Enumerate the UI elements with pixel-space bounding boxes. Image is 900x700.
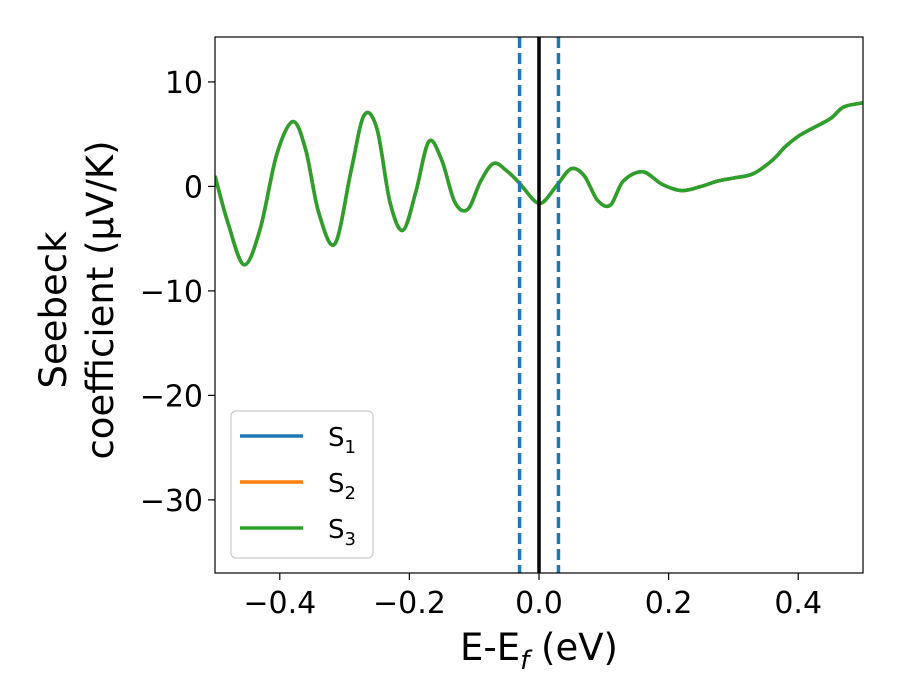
- series-line-s3: [215, 101, 863, 267]
- axis-ticks: −0.4 −0.2 0.0 0.2 0.4 10 0 −10 −20 −30: [140, 66, 822, 621]
- x-tick-label: −0.2: [373, 586, 446, 621]
- y-tick-label: 0: [184, 170, 203, 205]
- y-tick-label: −10: [140, 275, 203, 310]
- legend-label-s1: S1: [328, 423, 356, 458]
- legend: S1 S2 S3: [230, 410, 374, 559]
- y-tick-label: 10: [165, 66, 203, 101]
- y-axis-label-line2: coefficient (μV/K): [79, 140, 122, 459]
- legend-box: [230, 410, 374, 559]
- x-tick-label: 0.0: [515, 586, 563, 621]
- x-axis-label: E-Ef (eV): [460, 626, 618, 676]
- legend-label-s2: S2: [328, 469, 356, 504]
- x-tick-label: 0.4: [774, 586, 822, 621]
- x-tick-label: 0.2: [645, 586, 693, 621]
- plot-area: [215, 37, 863, 573]
- legend-label-s3: S3: [328, 515, 356, 550]
- y-axis-label-line1: Seebeck: [32, 231, 75, 389]
- y-tick-label: −20: [140, 379, 203, 414]
- x-tick-label: −0.4: [243, 586, 316, 621]
- y-tick-label: −30: [140, 484, 203, 519]
